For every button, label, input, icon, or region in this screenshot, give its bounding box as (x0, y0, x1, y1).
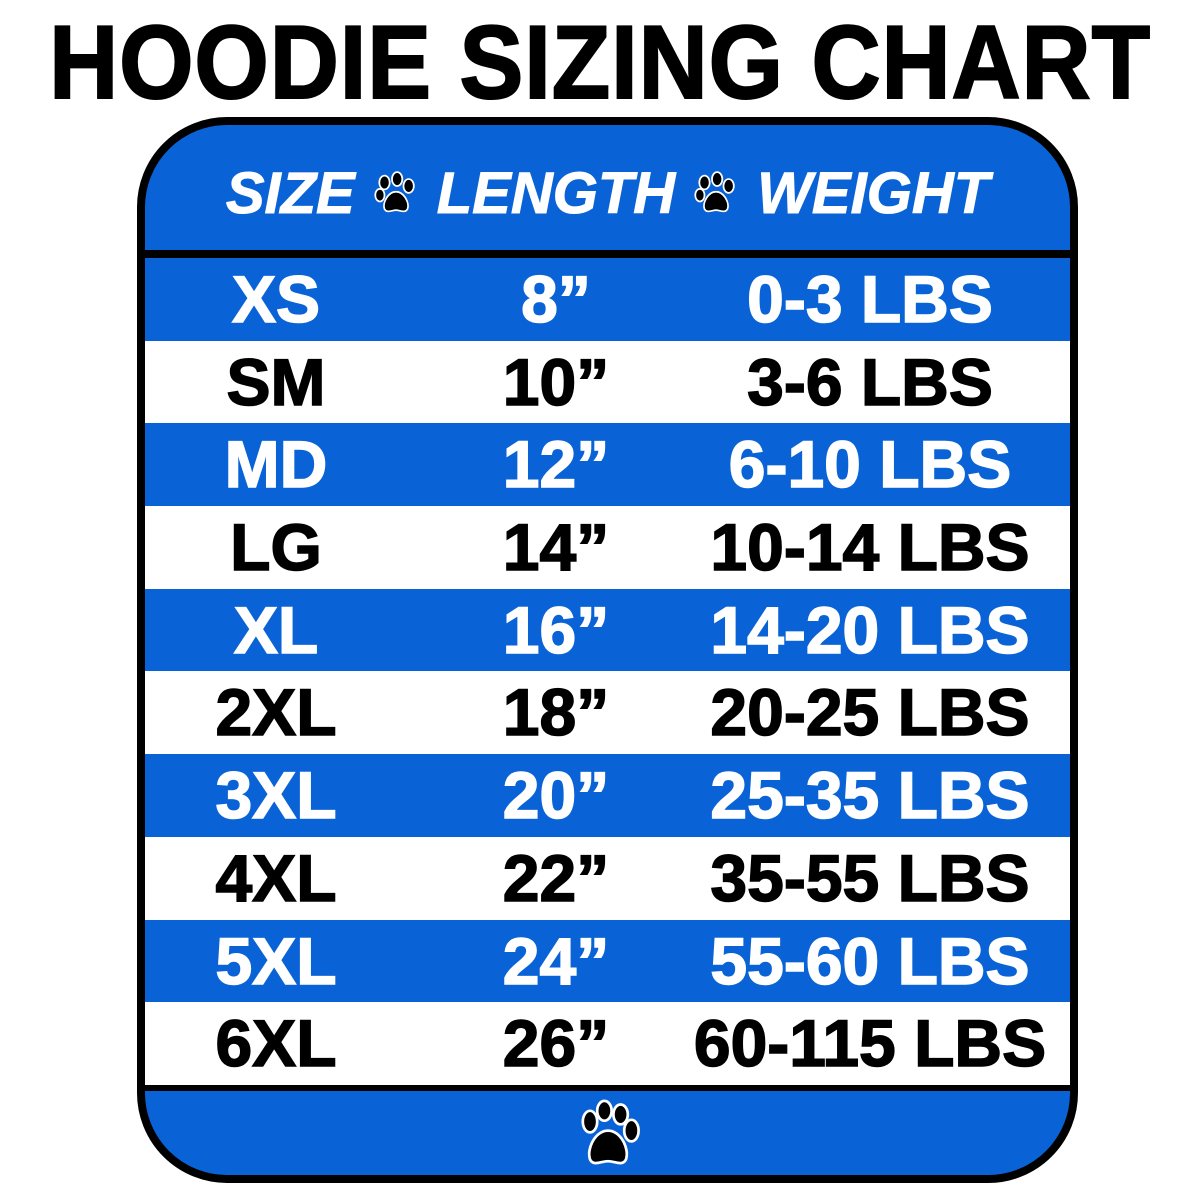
length-cell: 16” (502, 592, 610, 668)
size-cell: 5XL (215, 923, 338, 999)
table-row: 3XL 20” 25-35 LBS (145, 754, 1070, 837)
table-row: 4XL 22” 35-55 LBS (145, 836, 1070, 920)
header-size: SIZE (225, 161, 355, 227)
table-row: SM 10” 3-6 LBS (145, 340, 1070, 424)
length-cell: 24” (502, 923, 610, 999)
size-cell: 6XL (215, 1005, 338, 1081)
size-cell: 4XL (215, 840, 338, 916)
table-row: XS 8” 0-3 LBS (145, 258, 1070, 341)
weight-cell: 14-20 LBS (710, 592, 1031, 668)
size-cell: MD (224, 427, 328, 503)
weight-cell: 25-35 LBS (710, 757, 1031, 833)
page-title: HOODIE SIZING CHART (48, 5, 1151, 121)
table-row: 5XL 24” 55-60 LBS (145, 919, 1070, 1003)
weight-cell: 10-14 LBS (710, 509, 1031, 585)
table-row: LG 14” 10-14 LBS (145, 506, 1070, 589)
size-cell: 3XL (215, 757, 338, 833)
weight-cell: 35-55 LBS (710, 840, 1031, 916)
length-cell: 20” (502, 757, 610, 833)
weight-cell: 6-10 LBS (728, 427, 1012, 503)
length-cell: 22” (502, 840, 610, 916)
size-cell: XL (233, 592, 319, 668)
weight-cell: 3-6 LBS (746, 344, 993, 420)
table-row: 2XL 18” 20-25 LBS (145, 671, 1070, 755)
length-cell: 26” (502, 1005, 610, 1081)
table-body: XS 8” 0-3 LBS SM 10” 3-6 LBS MD 12” 6-10 LBS LG 14… (145, 258, 1070, 1085)
divider (145, 1085, 1070, 1091)
table-row: MD 12” 6-10 LBS (145, 423, 1070, 507)
size-cell: SM (226, 344, 327, 420)
paw-icon (374, 170, 415, 212)
paw-icon (694, 170, 735, 212)
size-cell: XS (231, 261, 321, 337)
weight-cell: 20-25 LBS (710, 675, 1031, 751)
table-row: 6XL 26” 60-115 LBS (145, 1002, 1070, 1085)
table-row: XL 16” 14-20 LBS (145, 588, 1070, 672)
divider (145, 250, 1070, 258)
length-cell: 12” (502, 427, 610, 503)
weight-cell: 55-60 LBS (710, 923, 1031, 999)
size-cell: 2XL (215, 675, 338, 751)
size-cell: LG (229, 509, 322, 585)
length-cell: 8” (520, 261, 591, 337)
sizing-table: SIZE LENGTH WEIGHT XS 8” 0-3 LBS SM 10” 3-6 L… (137, 117, 1078, 1183)
weight-cell: 60-115 LBS (693, 1005, 1047, 1081)
header-weight: WEIGHT (757, 161, 990, 227)
paw-icon (580, 1099, 640, 1165)
header-length: LENGTH (436, 161, 676, 227)
length-cell: 18” (502, 675, 610, 751)
table-footer (145, 1091, 1070, 1175)
weight-cell: 0-3 LBS (746, 261, 993, 337)
length-cell: 10” (502, 344, 610, 420)
length-cell: 14” (502, 509, 610, 585)
table-header: SIZE LENGTH WEIGHT (145, 125, 1070, 250)
